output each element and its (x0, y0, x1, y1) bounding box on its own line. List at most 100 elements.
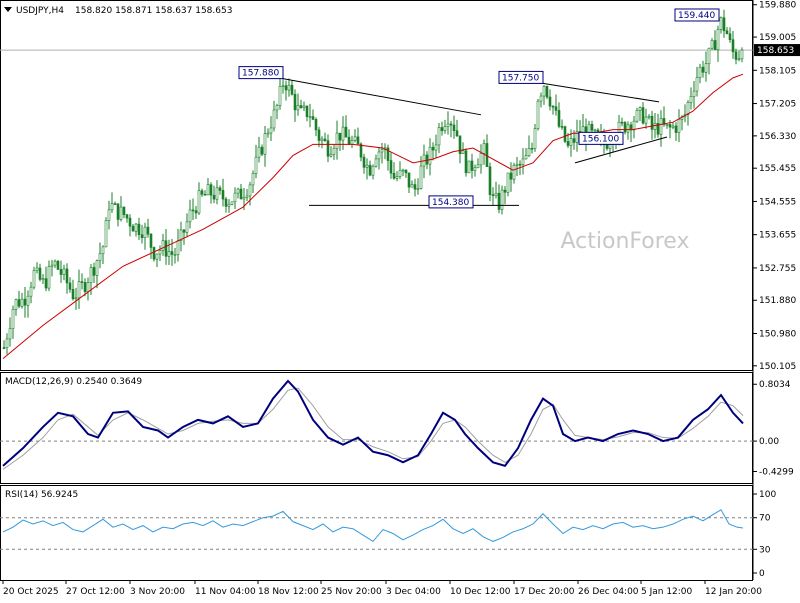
candle-body (248, 184, 252, 197)
candle-body (557, 110, 561, 127)
candle-body (80, 281, 84, 283)
candle-body (197, 190, 201, 214)
candle-body (230, 201, 234, 205)
candle-body (89, 267, 93, 283)
candle-body (518, 163, 522, 166)
candle-body (722, 17, 726, 32)
time-tick-label: 20 Oct 2025 (3, 587, 59, 597)
price-tick-label: 153.655 (759, 231, 796, 241)
candle-body (50, 264, 54, 267)
candle-body (572, 138, 576, 143)
candle-body (176, 240, 180, 255)
price-tick-label: 154.555 (759, 197, 796, 207)
candle-body (281, 85, 285, 88)
macd-panel-frame (0, 372, 753, 484)
candle-body (719, 17, 723, 30)
candle-body (71, 289, 75, 300)
candle-body (737, 58, 741, 61)
candle-body (17, 299, 21, 307)
candle-body (251, 173, 255, 186)
candle-body (104, 220, 108, 248)
candle-body (650, 115, 654, 130)
candle-body (290, 84, 294, 95)
macd-tick-label: 0.8034 (759, 380, 791, 390)
candle-body (26, 295, 30, 306)
candle-body (713, 40, 717, 50)
candle-body (332, 147, 336, 155)
candle-body (158, 250, 162, 255)
candle-body (14, 299, 18, 310)
candle-body (698, 66, 702, 78)
price-annotation-box (578, 131, 624, 145)
candle-body (635, 110, 639, 122)
candle-body (560, 126, 564, 128)
candle-body (161, 240, 165, 251)
time-tick-label: 3 Dec 04:00 (386, 587, 441, 597)
candle-body (377, 151, 381, 160)
candle-body (551, 105, 555, 108)
candle-body (107, 209, 111, 221)
current-price-label: 158.653 (757, 46, 794, 56)
candle-body (23, 298, 27, 306)
candle-body (8, 328, 12, 340)
candle-body (149, 233, 153, 248)
candle-body (203, 193, 207, 196)
candle-body (479, 153, 483, 166)
candle-body (173, 254, 177, 256)
price-tick-label: 152.755 (759, 264, 796, 274)
candle-body (374, 158, 378, 167)
triangle-down-icon[interactable] (4, 7, 12, 12)
macd-layer (0, 379, 753, 470)
rsi-tick-label: 0 (759, 569, 765, 579)
candle-body (44, 278, 48, 289)
candle-body (257, 146, 261, 158)
candle-body (65, 268, 69, 284)
candle-body (218, 187, 222, 191)
candle-body (284, 85, 288, 91)
macd-tick-label: -0.4299 (759, 468, 794, 478)
candle-body (68, 282, 72, 290)
candle-body (524, 155, 528, 160)
candle-body (569, 138, 573, 146)
candle-body (386, 147, 390, 161)
candle-body (212, 194, 216, 200)
rsi-axis: 100 70 30 0 (753, 490, 776, 579)
candle-body (125, 214, 129, 219)
candle-body (452, 124, 456, 131)
time-tick-label: 10 Dec 12:00 (450, 587, 511, 597)
candle-body (392, 172, 396, 179)
price-tick-label: 151.880 (759, 296, 796, 306)
candle-body (305, 105, 309, 117)
macd-axis: 0.8034 0.00 -0.4299 (753, 380, 794, 478)
price-annotation-box (498, 70, 544, 84)
candle-body (170, 251, 174, 255)
candle-body (302, 105, 306, 108)
time-tick-label: 3 Nov 20:00 (130, 587, 185, 597)
candle-body (86, 282, 90, 292)
macd-tick-label: 0.00 (759, 437, 779, 447)
candle-body (497, 192, 501, 210)
candle-body (554, 106, 558, 111)
candle-body (566, 141, 570, 146)
candle-body (704, 63, 708, 73)
price-annotation-box (238, 66, 284, 80)
candle-body (122, 206, 126, 215)
candle-body (353, 136, 357, 141)
candle-body (155, 253, 159, 260)
price-tick-label: 159.880 (759, 1, 796, 11)
candle-body (179, 229, 183, 241)
candle-body (410, 184, 414, 188)
candle-body (329, 153, 333, 157)
candle-body (725, 30, 729, 35)
candle-body (671, 125, 675, 128)
price-tick-label: 158.105 (759, 66, 796, 76)
candle-body (692, 90, 696, 97)
time-tick-label: 5 Jan 12:00 (641, 587, 693, 597)
candle-body (95, 260, 99, 276)
rsi-tick-label: 30 (759, 545, 771, 555)
candle-body (500, 189, 504, 210)
candle-body (467, 160, 471, 174)
candle-body (344, 126, 348, 138)
candle-body (296, 105, 300, 111)
candle-body (653, 123, 657, 130)
